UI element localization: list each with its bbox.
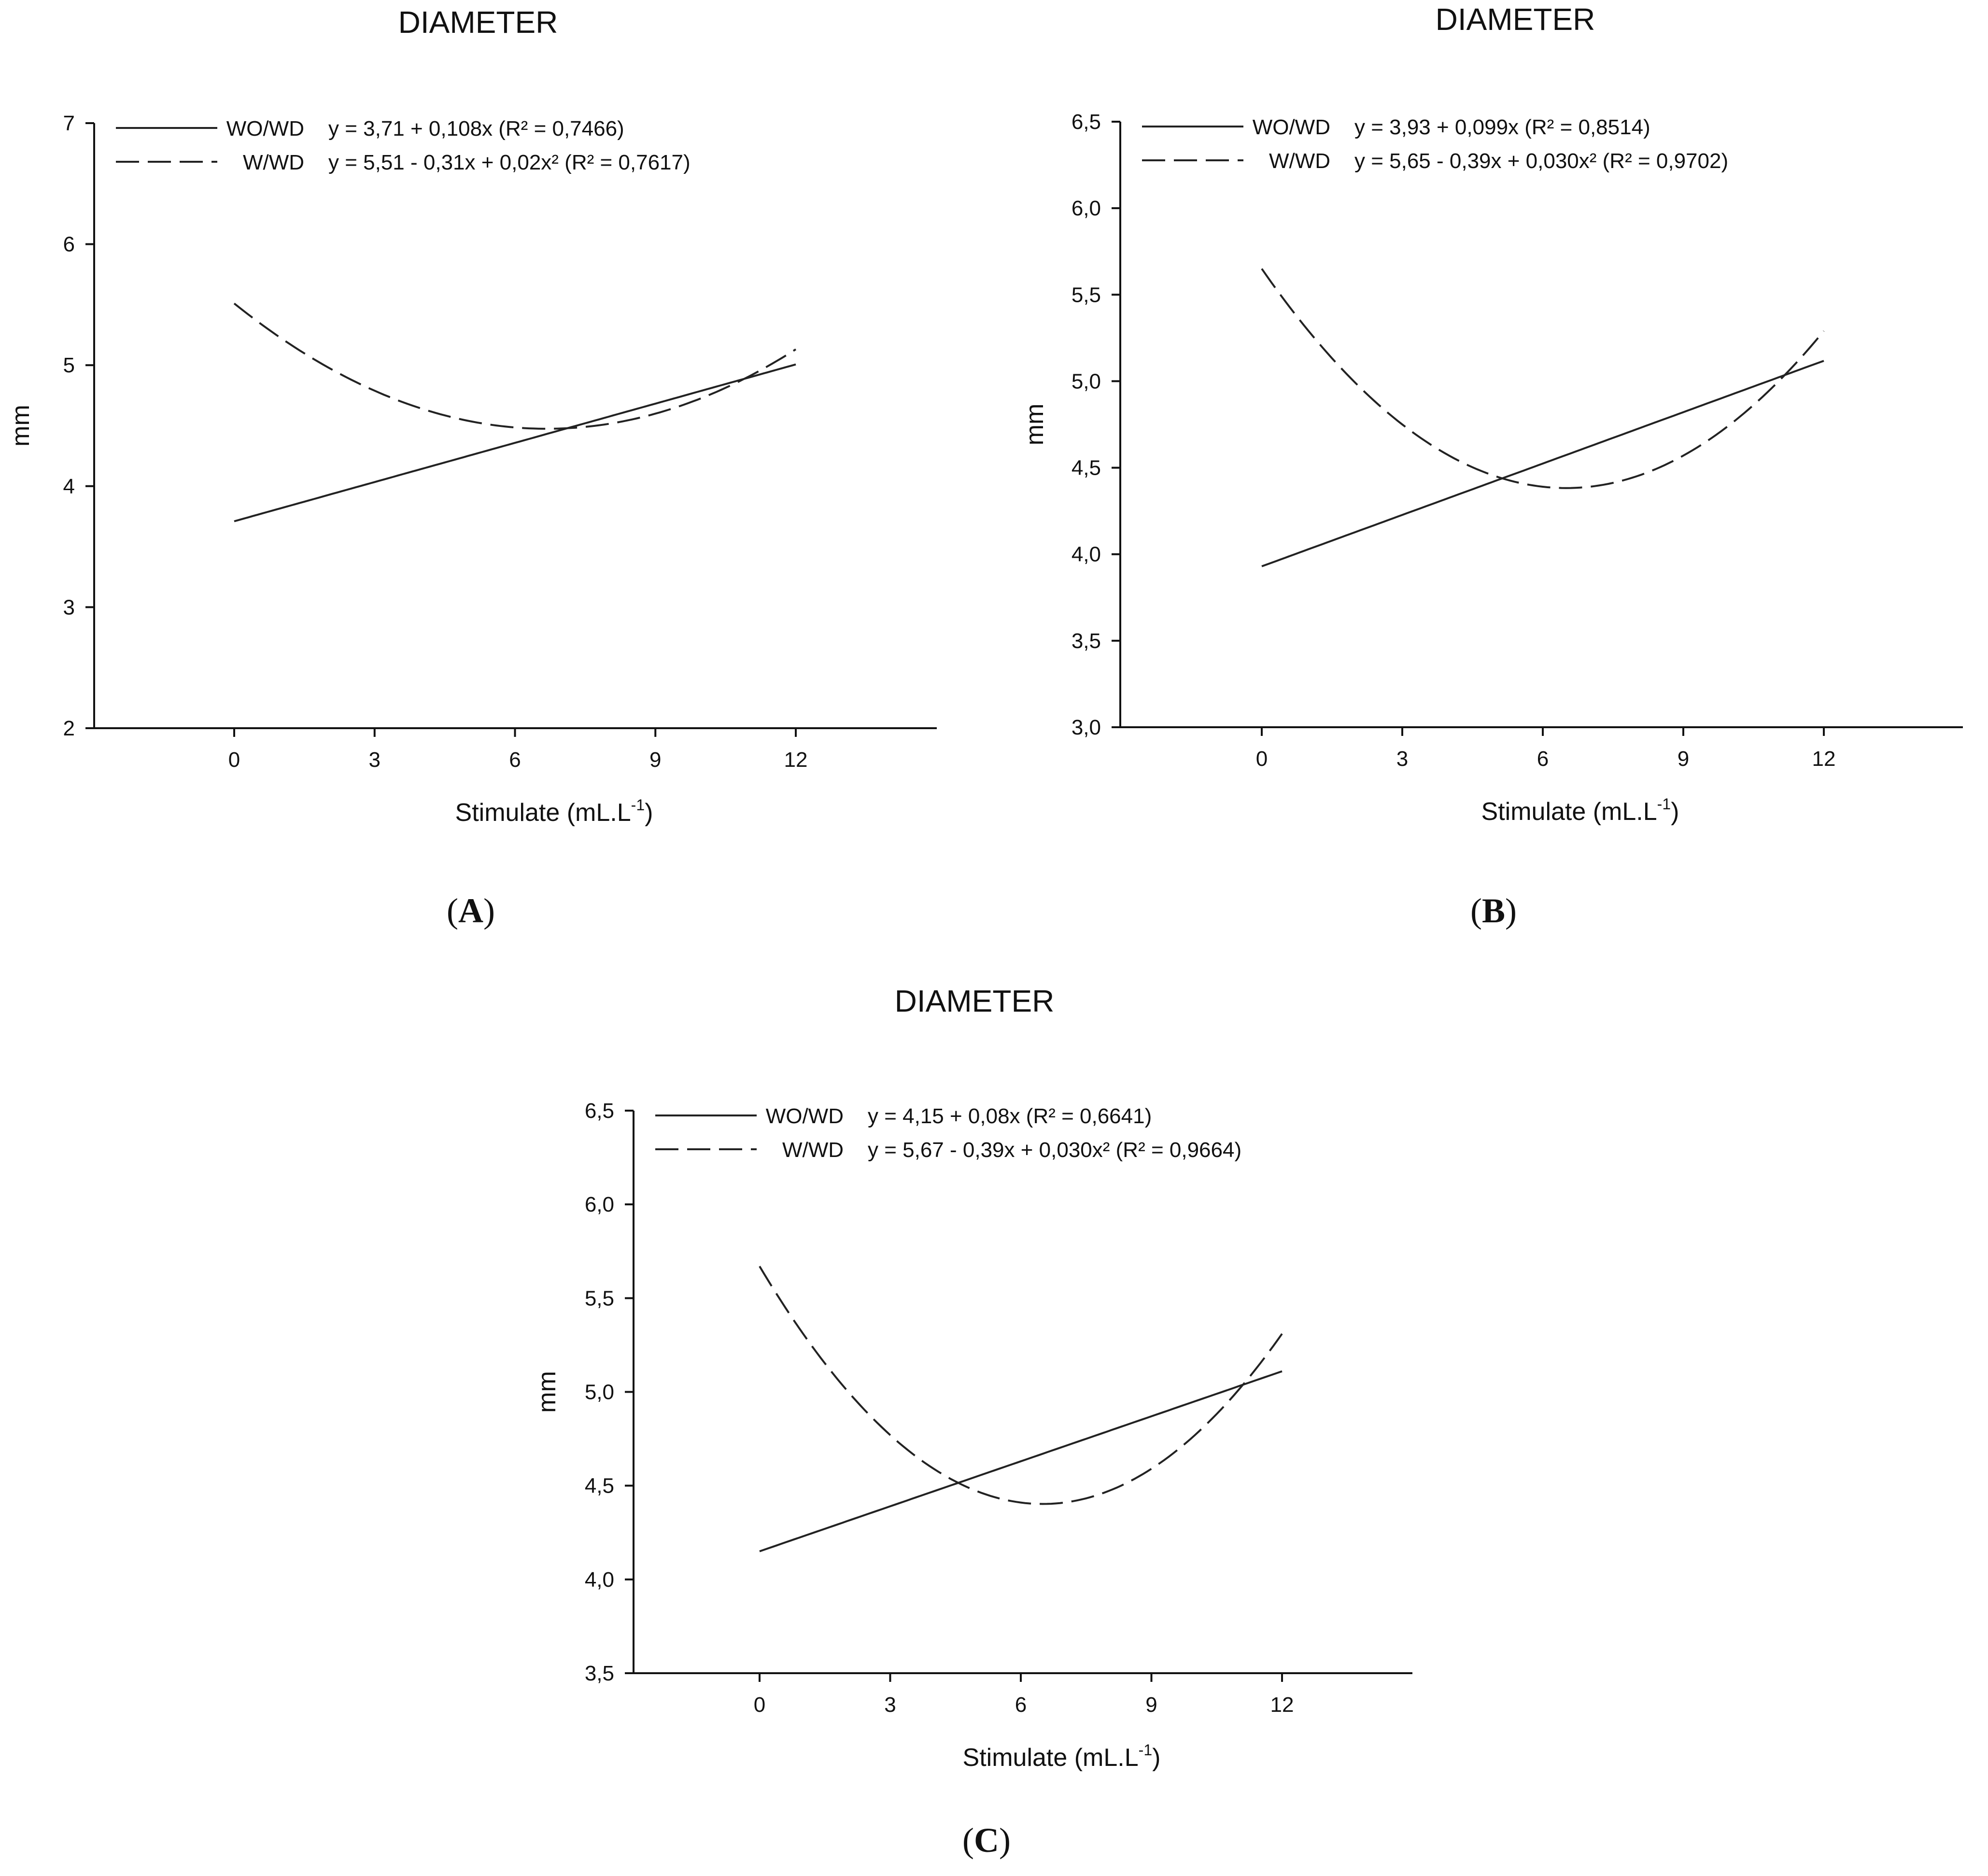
chart-panel-c: DIAMETER 3,5 4,0 4,5 5,0 5,5 6,0 6,5 0 3 6 9 12 Stimu… xyxy=(533,984,1412,1772)
y-tick-label-b: 6,5 xyxy=(1072,110,1101,134)
x-axis-title-c: Stimulate (mL.L-1) xyxy=(963,1741,1161,1772)
chart-panel-a: DIAMETER 2 3 4 5 6 7 0 3 6 9 12 Stimulate (mL.L-1) mm… xyxy=(7,5,937,827)
series-line-wo-wd-b xyxy=(1261,360,1824,567)
y-axis-title-c: mm xyxy=(533,1371,561,1413)
y-tick-label-b: 5,0 xyxy=(1072,369,1101,393)
y-tick-label-a: 2 xyxy=(63,717,75,740)
x-tick-label-a: 9 xyxy=(649,748,661,772)
legend-equation-b: y = 5,65 - 0,39x + 0,030x² (R² = 0,9702) xyxy=(1354,149,1728,173)
y-tick-label-b: 6,0 xyxy=(1072,197,1101,220)
series-line-wo-wd-a xyxy=(234,363,796,522)
y-tick-label-a: 5 xyxy=(63,353,75,377)
y-axis-title-b: mm xyxy=(1021,404,1049,446)
x-tick-label-a: 12 xyxy=(784,748,808,772)
x-tick-label-b: 9 xyxy=(1678,747,1689,771)
chart-panel-b: DIAMETER 3,0 3,5 4,0 4,5 5,0 5,5 6,0 6,5 0 3 6 9 12 St… xyxy=(1021,2,1963,826)
y-tick-label-a: 3 xyxy=(63,595,75,619)
x-axis-title-a: Stimulate (mL.L-1) xyxy=(455,796,653,827)
x-tick-label-a: 0 xyxy=(228,748,240,772)
x-tick-label-b: 0 xyxy=(1256,747,1268,771)
chart-title-c: DIAMETER xyxy=(895,984,1055,1018)
legend-label-a: W/WD xyxy=(243,151,304,174)
legend-equation-b: y = 3,93 + 0,099x (R² = 0,8514) xyxy=(1354,115,1650,139)
legend-label-c: WO/WD xyxy=(766,1104,844,1128)
y-tick-label-b: 4,0 xyxy=(1072,543,1101,566)
x-tick-label-c: 6 xyxy=(1015,1693,1027,1717)
legend-label-a: WO/WD xyxy=(226,117,304,141)
legend-equation-a: y = 5,51 - 0,31x + 0,02x² (R² = 0,7617) xyxy=(328,151,691,174)
legend-equation-c: y = 5,67 - 0,39x + 0,030x² (R² = 0,9664) xyxy=(868,1138,1241,1162)
series-line-w-wd-b xyxy=(1261,268,1825,489)
legend-equation-a: y = 3,71 + 0,108x (R² = 0,7466) xyxy=(328,117,624,141)
y-tick-label-b: 4,5 xyxy=(1072,456,1101,480)
legend-equation-c: y = 4,15 + 0,08x (R² = 0,6641) xyxy=(868,1104,1152,1128)
y-tick-label-a: 7 xyxy=(63,112,75,135)
y-tick-label-c: 3,5 xyxy=(585,1662,614,1685)
panel-label-a: (A) xyxy=(447,891,495,930)
x-tick-label-c: 9 xyxy=(1145,1693,1157,1717)
x-axis-title-b: Stimulate (mL.L-1) xyxy=(1481,795,1679,826)
panel-label-c: (C) xyxy=(962,1821,1011,1860)
chart-title-a: DIAMETER xyxy=(398,5,558,40)
y-tick-label-c: 4,5 xyxy=(585,1474,614,1498)
legend-label-c: W/WD xyxy=(782,1138,844,1162)
x-tick-label-b: 12 xyxy=(1812,747,1836,771)
legend-label-b: W/WD xyxy=(1269,149,1330,173)
y-tick-label-a: 6 xyxy=(63,233,75,256)
panel-label-b: (B) xyxy=(1470,891,1517,930)
x-tick-label-b: 6 xyxy=(1537,747,1549,771)
x-tick-label-c: 0 xyxy=(754,1693,765,1717)
y-tick-label-b: 3,0 xyxy=(1072,716,1101,739)
y-tick-label-c: 4,0 xyxy=(585,1568,614,1592)
y-tick-label-c: 6,5 xyxy=(585,1099,614,1123)
y-tick-label-a: 4 xyxy=(63,475,75,498)
y-axis-title-a: mm xyxy=(7,405,35,447)
x-tick-label-c: 3 xyxy=(884,1693,896,1717)
y-tick-label-c: 6,0 xyxy=(585,1193,614,1216)
chart-title-b: DIAMETER xyxy=(1436,2,1595,37)
series-line-w-wd-c xyxy=(759,1266,1283,1505)
y-tick-label-b: 3,5 xyxy=(1072,629,1101,653)
x-tick-label-a: 6 xyxy=(509,748,521,772)
y-tick-label-c: 5,5 xyxy=(585,1286,614,1310)
x-tick-label-a: 3 xyxy=(369,748,381,772)
series-line-w-wd-a xyxy=(233,302,797,430)
y-tick-label-c: 5,0 xyxy=(585,1381,614,1404)
y-tick-label-b: 5,5 xyxy=(1072,283,1101,307)
x-tick-label-b: 3 xyxy=(1396,747,1408,771)
x-tick-label-c: 12 xyxy=(1270,1693,1294,1717)
legend-label-b: WO/WD xyxy=(1253,115,1330,139)
series-line-wo-wd-c xyxy=(759,1370,1283,1552)
